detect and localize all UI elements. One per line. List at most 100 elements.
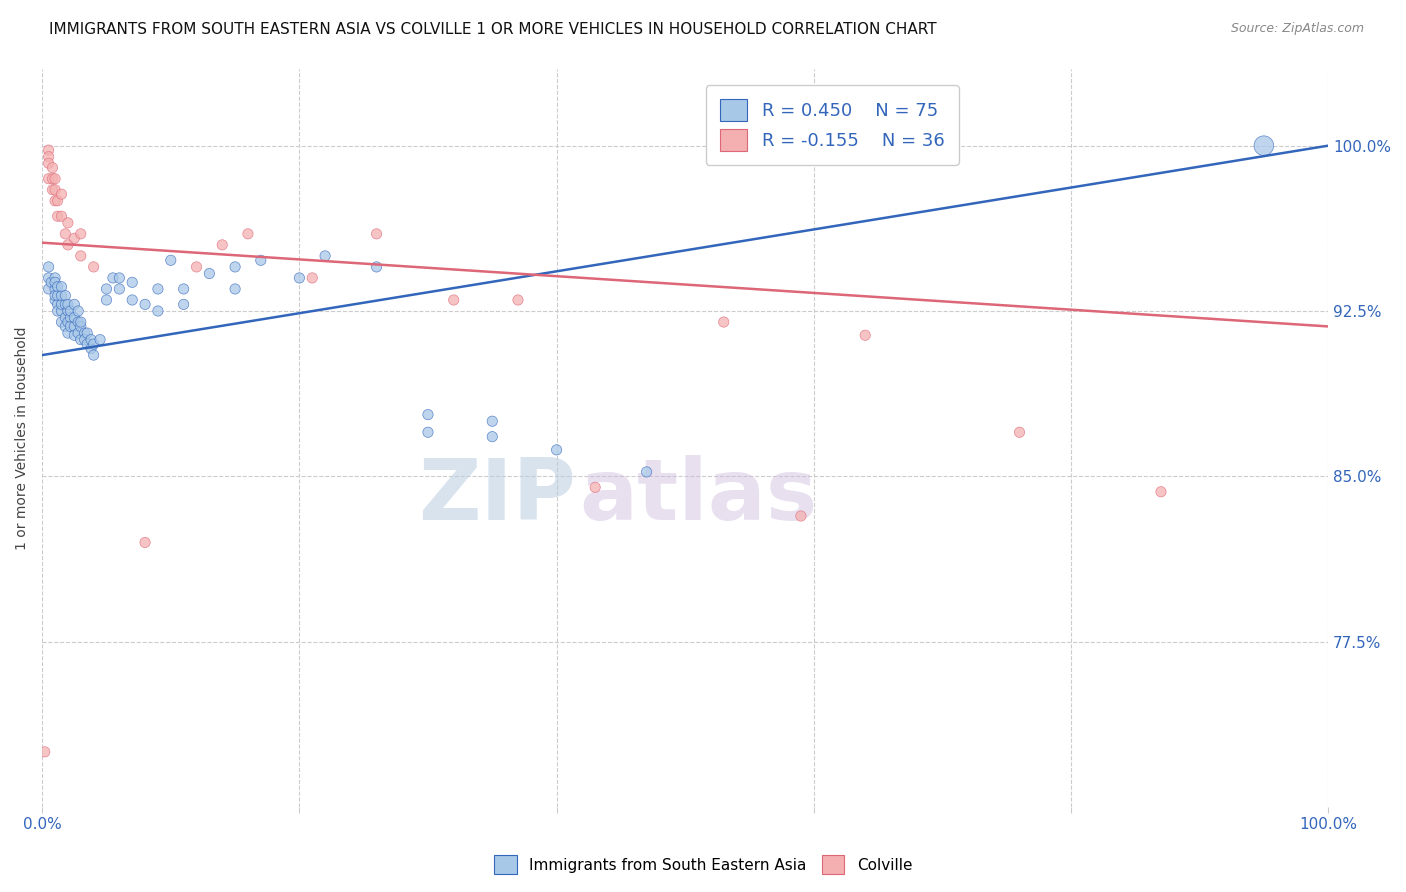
Point [41, 183, 63, 197]
Point [83, 260, 105, 274]
Point [38, 260, 60, 274]
Point [89, 333, 111, 347]
Point [44, 276, 66, 290]
Point [73, 333, 96, 347]
Point [301, 271, 323, 285]
Point [63, 319, 86, 334]
Point [506, 293, 529, 307]
Point [76, 337, 98, 351]
Point [636, 465, 658, 479]
Point [63, 310, 86, 325]
Point [51, 288, 73, 302]
Point [63, 328, 86, 343]
Point [53, 288, 76, 302]
Point [211, 238, 233, 252]
Point [39, 276, 62, 290]
Point [59, 304, 82, 318]
Point [38, 143, 60, 157]
Point [1253, 138, 1275, 153]
Point [146, 304, 169, 318]
Point [546, 442, 568, 457]
Point [63, 231, 86, 245]
Point [46, 304, 69, 318]
Point [101, 271, 124, 285]
Text: atlas: atlas [579, 455, 818, 539]
Point [236, 227, 259, 241]
Point [366, 227, 388, 241]
Point [583, 480, 606, 494]
Point [46, 297, 69, 311]
Point [224, 260, 246, 274]
Text: ZIP: ZIP [418, 455, 576, 539]
Point [853, 328, 876, 343]
Point [51, 304, 73, 318]
Point [56, 326, 79, 340]
Point [1150, 484, 1173, 499]
Point [46, 288, 69, 302]
Point [67, 304, 90, 318]
Point [53, 319, 76, 334]
Point [224, 282, 246, 296]
Point [59, 310, 82, 325]
Point [38, 150, 60, 164]
Point [53, 297, 76, 311]
Point [713, 315, 735, 329]
Point [146, 282, 169, 296]
Point [38, 156, 60, 170]
Point [83, 348, 105, 362]
Point [76, 326, 98, 340]
Point [56, 315, 79, 329]
Point [108, 271, 131, 285]
Point [481, 430, 503, 444]
Point [44, 183, 66, 197]
Point [67, 326, 90, 340]
Point [44, 288, 66, 302]
Point [198, 267, 221, 281]
Point [56, 304, 79, 318]
Point [41, 171, 63, 186]
Point [481, 414, 503, 428]
Point [69, 227, 91, 241]
Point [121, 276, 143, 290]
Point [44, 194, 66, 208]
Point [51, 187, 73, 202]
Point [790, 508, 813, 523]
Point [51, 297, 73, 311]
Point [416, 425, 439, 440]
Point [96, 282, 118, 296]
Point [38, 271, 60, 285]
Point [44, 293, 66, 307]
Point [41, 161, 63, 175]
Y-axis label: 1 or more Vehicles in Household: 1 or more Vehicles in Household [15, 326, 30, 549]
Point [69, 333, 91, 347]
Point [46, 279, 69, 293]
Point [134, 297, 156, 311]
Point [38, 282, 60, 296]
Point [73, 326, 96, 340]
Point [366, 260, 388, 274]
Point [56, 216, 79, 230]
Point [83, 337, 105, 351]
Point [38, 171, 60, 186]
Text: IMMIGRANTS FROM SOUTH EASTERN ASIA VS COLVILLE 1 OR MORE VEHICLES IN HOUSEHOLD C: IMMIGRANTS FROM SOUTH EASTERN ASIA VS CO… [49, 22, 936, 37]
Point [69, 249, 91, 263]
Point [443, 293, 465, 307]
Point [108, 282, 131, 296]
Point [69, 319, 91, 334]
Point [53, 227, 76, 241]
Point [51, 279, 73, 293]
Point [51, 209, 73, 223]
Point [63, 297, 86, 311]
Point [59, 319, 82, 334]
Point [80, 342, 103, 356]
Point [44, 271, 66, 285]
Legend: R = 0.450    N = 75, R = -0.155    N = 36: R = 0.450 N = 75, R = -0.155 N = 36 [706, 85, 959, 165]
Point [314, 249, 336, 263]
Point [249, 253, 271, 268]
Point [44, 171, 66, 186]
Point [80, 333, 103, 347]
Point [69, 315, 91, 329]
Point [53, 310, 76, 325]
Point [121, 293, 143, 307]
Point [186, 260, 208, 274]
